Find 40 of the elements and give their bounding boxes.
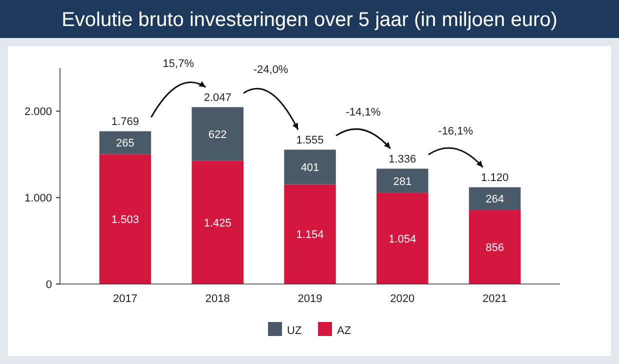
data-label: 264 [486, 194, 504, 206]
x-tick-label: 2018 [205, 293, 230, 305]
data-label: 1.425 [204, 217, 232, 230]
bar [192, 107, 244, 161]
bar [468, 187, 521, 210]
chart-title: Evolutie bruto investeringen over 5 jaar (in miljoen euro) [62, 9, 558, 31]
bar [99, 131, 152, 154]
legend-label: AZ [337, 325, 352, 337]
x-tick-label: 2019 [298, 293, 322, 305]
total-label: 1.336 [388, 154, 416, 166]
data-label: 265 [116, 138, 134, 150]
bar [376, 168, 428, 193]
total-label: 1.120 [481, 172, 509, 184]
y-tick-label: 1.000 [24, 192, 52, 205]
bar [284, 184, 336, 284]
bar [192, 160, 244, 284]
data-label: 1.503 [111, 214, 139, 226]
data-label: 1.054 [388, 233, 416, 246]
data-label: 856 [486, 242, 504, 254]
total-label: 1.769 [111, 116, 139, 128]
annotation: -14,1% [346, 106, 381, 119]
data-label: 1.154 [296, 229, 324, 242]
annotation: -16,1% [438, 126, 474, 138]
annotation: -24,0% [253, 64, 288, 76]
x-tick-label: 2021 [482, 293, 508, 305]
y-tick-label: 0 [46, 279, 52, 291]
data-label: 622 [208, 129, 227, 142]
total-label: 2.047 [204, 92, 232, 104]
bar [99, 154, 152, 284]
y-tick-label: 2.000 [24, 106, 52, 118]
data-label: 401 [300, 162, 320, 174]
x-tick-label: 2017 [112, 293, 138, 305]
data-label: 281 [393, 176, 412, 188]
annotation: 15,7% [162, 58, 194, 70]
bar [376, 192, 428, 284]
total-label: 1.555 [296, 134, 324, 147]
x-tick-label: 2020 [390, 293, 415, 305]
legend-label: UZ [287, 325, 302, 337]
bar [468, 210, 521, 284]
bar [284, 150, 336, 184]
